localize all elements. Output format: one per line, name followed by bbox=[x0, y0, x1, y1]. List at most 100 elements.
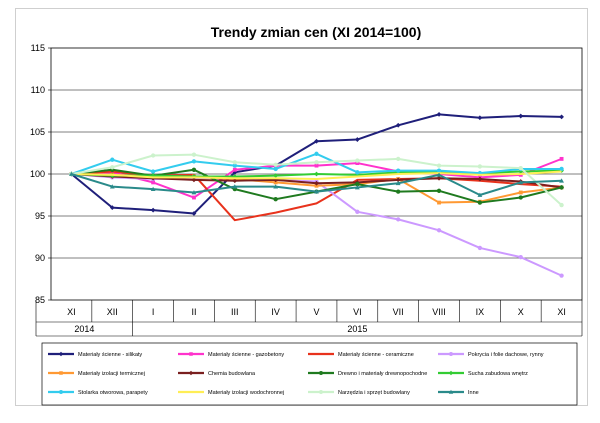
y-axis: 85 90 95 100 105 110 115 bbox=[30, 43, 51, 305]
legend-label: Inne bbox=[468, 390, 479, 396]
legend-item: Materiały izolacji wodochronnej bbox=[178, 390, 284, 396]
y-tick-label: 90 bbox=[35, 253, 45, 263]
x-tick-label: IV bbox=[271, 307, 280, 317]
data-point bbox=[273, 180, 278, 185]
x-tick-label: X bbox=[518, 307, 524, 317]
data-point bbox=[437, 200, 441, 205]
data-point bbox=[109, 184, 115, 189]
data-point bbox=[232, 160, 237, 165]
data-point bbox=[232, 163, 237, 168]
data-point bbox=[232, 167, 237, 172]
data-point bbox=[232, 178, 238, 184]
legend-label: Chemia budowlana bbox=[208, 371, 256, 377]
y-tick-label: 85 bbox=[35, 295, 45, 305]
legend-item: Sucha zabudowa wnętrz bbox=[438, 370, 528, 377]
legend-label: Materiały ścienne - gazobetony bbox=[208, 352, 284, 358]
data-point bbox=[59, 371, 63, 375]
data-point bbox=[436, 172, 442, 177]
x-tick-label: IX bbox=[476, 307, 485, 317]
legend-label: Sucha zabudowa wnętrz bbox=[468, 371, 528, 377]
data-point bbox=[477, 176, 483, 182]
legend: Materiały ścienne - silikaty Materiały śc… bbox=[41, 342, 578, 406]
data-point bbox=[150, 207, 156, 213]
x-tick-label: II bbox=[191, 307, 196, 317]
data-point bbox=[314, 171, 319, 177]
year-label: 2015 bbox=[347, 324, 367, 334]
legend-item: Stolarka otworowa, parapety bbox=[48, 390, 148, 396]
legend-item: Inne bbox=[438, 389, 479, 396]
data-point bbox=[518, 113, 524, 119]
data-point bbox=[191, 152, 197, 157]
data-point bbox=[151, 180, 156, 185]
data-point bbox=[314, 163, 319, 168]
data-point bbox=[191, 167, 197, 172]
data-point bbox=[150, 153, 156, 158]
data-point bbox=[518, 190, 523, 195]
chart-frame: Trendy zmian cen (XI 2014=100) 85 90 95 100… bbox=[15, 8, 588, 406]
legend-label: Pokrycia i folie dachowe, rynny bbox=[468, 352, 544, 358]
data-point bbox=[559, 114, 564, 120]
data-point bbox=[314, 189, 319, 194]
data-point bbox=[109, 205, 115, 210]
data-point bbox=[518, 180, 524, 185]
data-point bbox=[188, 370, 194, 376]
data-point bbox=[69, 171, 74, 176]
data-point bbox=[449, 352, 453, 356]
data-point bbox=[477, 164, 483, 169]
legend-label: Materiały izolacji wodochronnej bbox=[208, 390, 284, 396]
x-tick-label: VI bbox=[353, 307, 362, 317]
data-point bbox=[559, 202, 564, 208]
data-point bbox=[273, 184, 279, 189]
data-point bbox=[191, 159, 197, 164]
y-tick-label: 110 bbox=[31, 85, 45, 95]
data-point bbox=[314, 183, 319, 188]
data-point bbox=[355, 161, 360, 165]
legend-label: Narzędzia i sprzęt budowlany bbox=[338, 390, 410, 396]
data-point bbox=[110, 165, 115, 170]
data-point bbox=[232, 184, 238, 189]
data-point bbox=[395, 180, 401, 186]
data-point bbox=[314, 138, 319, 144]
data-point bbox=[477, 200, 483, 205]
series-group bbox=[69, 111, 564, 278]
y-tick-label: 95 bbox=[35, 211, 45, 221]
series-line bbox=[71, 170, 562, 181]
data-point bbox=[150, 173, 156, 179]
data-point bbox=[396, 168, 401, 173]
x-tick-label: XI bbox=[557, 307, 566, 317]
x-tick-label: V bbox=[313, 307, 319, 317]
legend-item: Materiały ścienne - ceramiczne bbox=[308, 352, 414, 358]
legend-item: Narzędzia i sprzęt budowlany bbox=[308, 390, 410, 396]
year-label: 2014 bbox=[74, 324, 94, 334]
series-11 bbox=[69, 171, 564, 197]
legend-label: Materiały ścienne - silikaty bbox=[78, 352, 142, 358]
data-point bbox=[355, 209, 360, 214]
data-point bbox=[436, 168, 442, 173]
legend-item: Materiały izolacji termicznej bbox=[48, 371, 145, 377]
data-point bbox=[354, 185, 360, 190]
data-point bbox=[110, 157, 115, 162]
data-point bbox=[191, 177, 197, 183]
data-point bbox=[59, 390, 63, 394]
data-point bbox=[518, 165, 523, 171]
data-point bbox=[314, 151, 319, 156]
x-tick-label: III bbox=[231, 307, 239, 317]
data-point bbox=[559, 166, 564, 172]
data-point bbox=[436, 228, 442, 233]
data-point bbox=[273, 197, 278, 202]
legend-item: Chemia budowlana bbox=[178, 370, 256, 377]
data-point bbox=[355, 170, 360, 175]
legend-label: Drewno i materiały drewnopochodne bbox=[338, 371, 427, 377]
legend-item: Drewno i materiały drewnopochodne bbox=[308, 371, 427, 377]
legend-item: Pokrycia i folie dachowe, rynny bbox=[438, 352, 544, 358]
data-point bbox=[273, 166, 278, 172]
data-point bbox=[355, 181, 360, 187]
series-9 bbox=[71, 170, 562, 181]
data-point bbox=[191, 190, 197, 195]
data-point bbox=[395, 177, 401, 183]
data-point bbox=[436, 163, 442, 168]
x-tick-label: VII bbox=[393, 307, 404, 317]
data-point bbox=[319, 390, 323, 394]
x-tick-label: XI bbox=[67, 307, 76, 317]
